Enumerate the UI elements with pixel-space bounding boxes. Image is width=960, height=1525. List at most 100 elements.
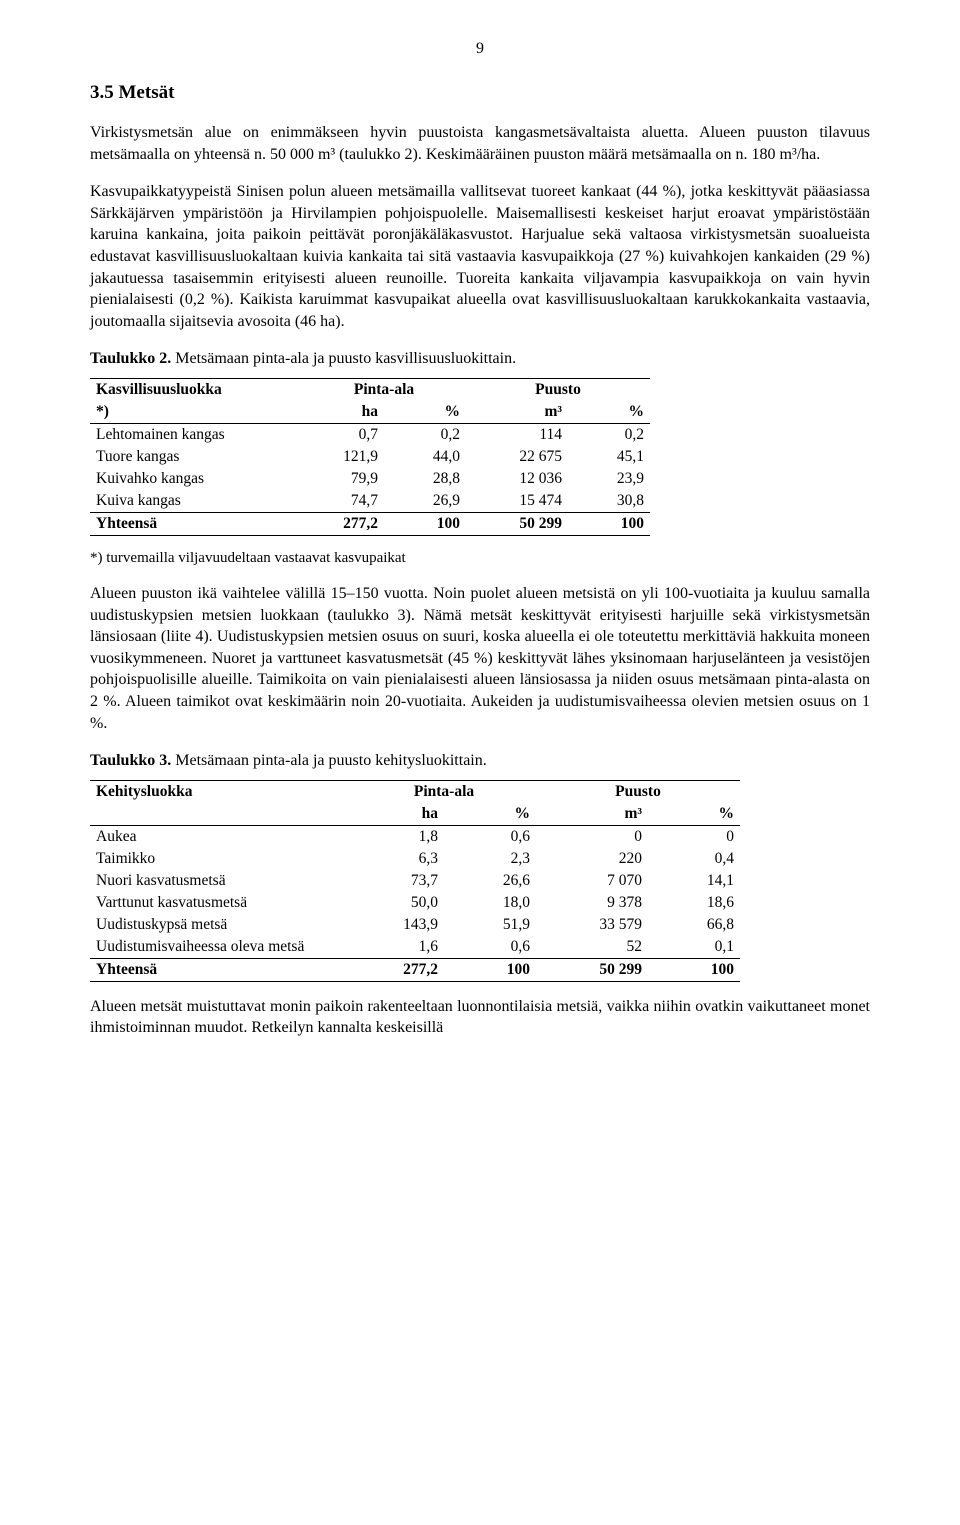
- t2-col-pct2: %: [568, 401, 650, 424]
- row-ha: 143,9: [352, 914, 444, 936]
- row-pct1: 26,9: [384, 490, 466, 513]
- t3-col-pct2: %: [648, 803, 740, 826]
- row-label: Kuiva kangas: [90, 490, 302, 513]
- t3-col-pct1: %: [444, 803, 536, 826]
- paragraph-3: Alueen puuston ikä vaihtelee välillä 15–…: [90, 583, 870, 734]
- row-ha: 74,7: [302, 490, 384, 513]
- paragraph-2: Kasvupaikkatyypeistä Sinisen polun aluee…: [90, 181, 870, 332]
- row-m3: 15 474: [466, 490, 568, 513]
- table3-caption-bold: Taulukko 3.: [90, 752, 171, 769]
- t2-col-ha: ha: [302, 401, 384, 424]
- row-pct1: 28,8: [384, 468, 466, 490]
- paragraph-4: Alueen metsät muistuttavat monin paikoin…: [90, 996, 870, 1039]
- table-2: Kasvillisuusluokka Pinta-ala Puusto *) h…: [90, 378, 650, 536]
- row-ha: 121,9: [302, 446, 384, 468]
- t3-col-m3: m³: [536, 803, 648, 826]
- row-label: Kuivahko kangas: [90, 468, 302, 490]
- row-ha: 79,9: [302, 468, 384, 490]
- t3-total-pct2: 100: [648, 958, 740, 981]
- row-pct2: 0: [648, 825, 740, 848]
- row-label: Uudistuskypsä metsä: [90, 914, 352, 936]
- table-3: Kehitysluokka Pinta-ala Puusto ha % m³ %…: [90, 780, 740, 982]
- t3-total-ha: 277,2: [352, 958, 444, 981]
- row-ha: 50,0: [352, 892, 444, 914]
- row-label: Taimikko: [90, 848, 352, 870]
- row-ha: 1,8: [352, 825, 444, 848]
- row-m3: 33 579: [536, 914, 648, 936]
- row-pct1: 44,0: [384, 446, 466, 468]
- t2-col-stand: Puusto: [466, 378, 650, 401]
- t3-col-blank: [90, 803, 352, 826]
- row-m3: 9 378: [536, 892, 648, 914]
- t2-total-label: Yhteensä: [90, 512, 302, 535]
- table-row: Nuori kasvatusmetsä73,726,67 07014,1: [90, 870, 740, 892]
- t2-col-class-sub: *): [90, 401, 302, 424]
- row-pct2: 0,1: [648, 936, 740, 959]
- t2-total-m3: 50 299: [466, 512, 568, 535]
- t2-col-area: Pinta-ala: [302, 378, 466, 401]
- row-label: Uudistumisvaiheessa oleva metsä: [90, 936, 352, 959]
- table-row: Kuiva kangas74,726,915 47430,8: [90, 490, 650, 513]
- t2-total-pct1: 100: [384, 512, 466, 535]
- table-row: Taimikko6,32,32200,4: [90, 848, 740, 870]
- row-ha: 73,7: [352, 870, 444, 892]
- table2-caption: Taulukko 2. Metsämaan pinta-ala ja puust…: [90, 348, 870, 370]
- row-label: Lehtomainen kangas: [90, 423, 302, 446]
- t2-total-ha: 277,2: [302, 512, 384, 535]
- row-pct2: 66,8: [648, 914, 740, 936]
- table2-footnote: *) turvemailla viljavuudeltaan vastaavat…: [90, 550, 870, 567]
- t3-col-ha: ha: [352, 803, 444, 826]
- t3-col-class: Kehitysluokka: [90, 780, 352, 803]
- row-pct2: 45,1: [568, 446, 650, 468]
- t2-col-pct1: %: [384, 401, 466, 424]
- row-pct1: 0,6: [444, 936, 536, 959]
- table-row: Kuivahko kangas79,928,812 03623,9: [90, 468, 650, 490]
- row-pct1: 26,6: [444, 870, 536, 892]
- row-pct1: 2,3: [444, 848, 536, 870]
- row-m3: 114: [466, 423, 568, 446]
- row-m3: 12 036: [466, 468, 568, 490]
- row-pct2: 18,6: [648, 892, 740, 914]
- t2-col-class: Kasvillisuusluokka: [90, 378, 302, 401]
- t3-total-label: Yhteensä: [90, 958, 352, 981]
- row-label: Aukea: [90, 825, 352, 848]
- row-pct2: 23,9: [568, 468, 650, 490]
- t3-body: Aukea1,80,600Taimikko6,32,32200,4Nuori k…: [90, 825, 740, 958]
- row-label: Varttunut kasvatusmetsä: [90, 892, 352, 914]
- row-ha: 6,3: [352, 848, 444, 870]
- table-row: Lehtomainen kangas0,70,21140,2: [90, 423, 650, 446]
- table2-caption-bold: Taulukko 2.: [90, 350, 171, 367]
- table3-caption-rest: Metsämaan pinta-ala ja puusto kehitysluo…: [171, 752, 486, 769]
- row-pct1: 0,2: [384, 423, 466, 446]
- t2-col-m3: m³: [466, 401, 568, 424]
- table-row: Uudistumisvaiheessa oleva metsä1,60,6520…: [90, 936, 740, 959]
- t3-total-pct1: 100: [444, 958, 536, 981]
- row-ha: 1,6: [352, 936, 444, 959]
- row-pct2: 30,8: [568, 490, 650, 513]
- paragraph-1: Virkistysmetsän alue on enimmäkseen hyvi…: [90, 122, 870, 165]
- row-pct1: 18,0: [444, 892, 536, 914]
- document-page: 9 3.5 Metsät Virkistysmetsän alue on eni…: [0, 0, 960, 1079]
- t2-total-pct2: 100: [568, 512, 650, 535]
- row-pct1: 0,6: [444, 825, 536, 848]
- row-label: Nuori kasvatusmetsä: [90, 870, 352, 892]
- row-ha: 0,7: [302, 423, 384, 446]
- row-m3: 7 070: [536, 870, 648, 892]
- row-m3: 0: [536, 825, 648, 848]
- row-m3: 220: [536, 848, 648, 870]
- row-label: Tuore kangas: [90, 446, 302, 468]
- table-row: Tuore kangas121,944,022 67545,1: [90, 446, 650, 468]
- t3-col-stand: Puusto: [536, 780, 740, 803]
- table3-caption: Taulukko 3. Metsämaan pinta-ala ja puust…: [90, 750, 870, 772]
- row-m3: 22 675: [466, 446, 568, 468]
- row-pct2: 14,1: [648, 870, 740, 892]
- row-m3: 52: [536, 936, 648, 959]
- row-pct1: 51,9: [444, 914, 536, 936]
- row-pct2: 0,4: [648, 848, 740, 870]
- t3-col-area: Pinta-ala: [352, 780, 536, 803]
- t2-body: Lehtomainen kangas0,70,21140,2Tuore kang…: [90, 423, 650, 512]
- table-row: Uudistuskypsä metsä143,951,933 57966,8: [90, 914, 740, 936]
- row-pct2: 0,2: [568, 423, 650, 446]
- table-row: Varttunut kasvatusmetsä50,018,09 37818,6: [90, 892, 740, 914]
- table-row: Aukea1,80,600: [90, 825, 740, 848]
